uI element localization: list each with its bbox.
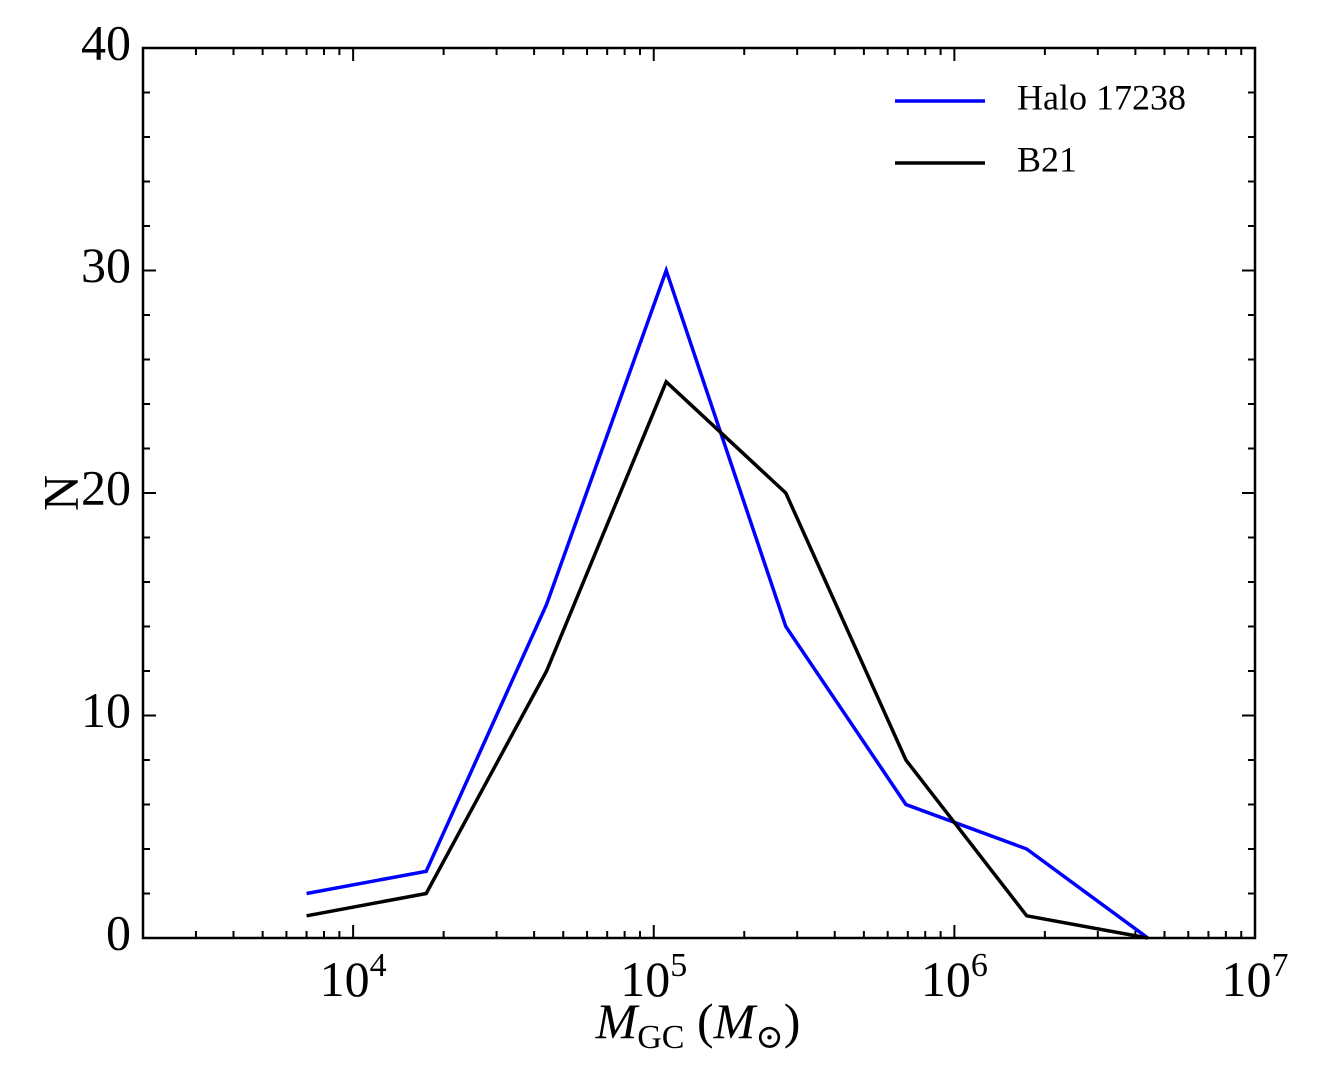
series-line-1	[306, 378, 1149, 940]
y-tick-label: 40	[81, 14, 131, 70]
legend-label-1: B21	[1017, 139, 1077, 179]
x-tick-label: 104	[320, 947, 387, 1007]
x-tick-label-exponent: 4	[370, 947, 387, 984]
y-tick-label: 20	[81, 459, 131, 515]
x-axis-label-unit: M	[713, 993, 758, 1049]
x-axis-label-paren-close: )	[784, 993, 801, 1049]
y-tick-label: 30	[81, 237, 131, 293]
x-tick-label-exponent: 7	[1272, 947, 1289, 984]
x-tick-label-exponent: 6	[971, 947, 988, 984]
legend: Halo 17238 B21	[895, 77, 1186, 179]
y-tick-label: 10	[81, 682, 131, 738]
plot-frame	[141, 46, 1257, 940]
x-tick-label-base: 10	[620, 951, 670, 1007]
minor-ticks	[142, 48, 1255, 938]
x-axis-label: MGC (M⊙)	[595, 993, 801, 1056]
x-tick-label: 106	[921, 947, 988, 1007]
x-tick-label: 105	[620, 947, 687, 1007]
major-ticks	[143, 47, 1256, 939]
y-tick-label: 0	[106, 904, 131, 960]
x-axis-label-symbol: M	[595, 993, 640, 1049]
x-axis-label-paren-open: (	[684, 993, 713, 1049]
series-layer	[306, 265, 1149, 940]
y-axis-label: N	[32, 475, 88, 511]
legend-label-0: Halo 17238	[1017, 77, 1186, 117]
x-tick-label-exponent: 5	[670, 947, 687, 984]
x-axis-label-sun: ⊙	[755, 1019, 784, 1056]
series-line-0	[306, 265, 1149, 940]
x-tick-labels: 104 105 106 107	[320, 947, 1289, 1007]
x-axis-label-subscript: GC	[637, 1019, 684, 1056]
x-tick-label-base: 10	[320, 951, 370, 1007]
y-tick-labels: 0 10 20 30 40	[81, 14, 131, 960]
x-tick-label-base: 10	[1222, 951, 1272, 1007]
x-tick-label-base: 10	[921, 951, 971, 1007]
x-tick-label: 107	[1222, 947, 1289, 1007]
